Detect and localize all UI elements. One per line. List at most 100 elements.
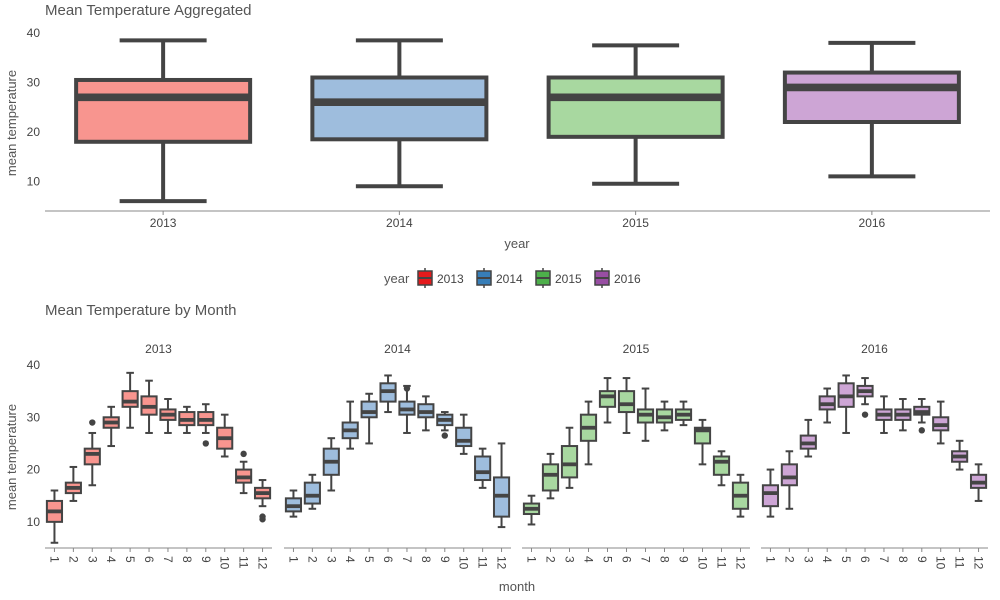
x-tick-label-2014-11: 11 [476, 556, 490, 569]
x-tick-label-2015-7: 7 [639, 556, 653, 563]
x-tick-label-2016-2: 2 [782, 556, 796, 563]
x-tick-label-2013-12: 12 [256, 556, 270, 570]
x-tick-label-2014-5: 5 [362, 556, 376, 563]
legend-label-2013: 2013 [437, 272, 464, 286]
x-tick-label-2014-4: 4 [343, 556, 357, 563]
x-tick-label-2015-4: 4 [582, 556, 596, 563]
top-box-2016-box [782, 70, 961, 124]
x-tick-label-2015-5: 5 [601, 556, 615, 563]
box-2015-month-3-box [560, 445, 579, 479]
facet-label-2015: 2015 [623, 342, 650, 356]
x-tick-label-2015-3: 3 [563, 556, 577, 563]
top-x-tick-label-2013: 2013 [150, 216, 177, 230]
x-tick-label-2014-3: 3 [324, 556, 338, 563]
x-tick-label-2015-6: 6 [620, 556, 634, 563]
x-tick-label-2015-10: 10 [696, 556, 710, 570]
top-y-tick-label: 20 [27, 125, 41, 139]
x-tick-label-2013-11: 11 [237, 556, 251, 569]
x-axis-title-top: year [504, 236, 530, 251]
x-tick-label-2013-2: 2 [66, 556, 80, 563]
x-tick-label-2015-9: 9 [677, 556, 691, 563]
top-y-tick-label: 10 [27, 174, 41, 188]
box-2013-month-12-outlier-1 [259, 516, 266, 523]
box-2013-month-3-box [83, 447, 101, 466]
top-box-2015-box [546, 75, 725, 139]
box-2014-month-10-box [455, 426, 473, 448]
x-tick-label-2014-12: 12 [495, 556, 509, 570]
x-tick-label-2013-1: 1 [47, 556, 61, 563]
x-tick-label-2016-7: 7 [877, 556, 891, 563]
x-tick-label-2016-5: 5 [839, 556, 853, 563]
box-2014-month-9-outlier-0 [441, 432, 448, 439]
x-tick-label-2016-8: 8 [896, 556, 910, 563]
x-tick-label-2014-6: 6 [381, 556, 395, 563]
x-tick-label-2016-1: 1 [763, 556, 777, 563]
x-tick-label-2014-2: 2 [305, 556, 319, 563]
chart-title-top: Mean Temperature Aggregated [45, 2, 252, 19]
facet-label-2013: 2013 [145, 342, 172, 356]
box-2014-month-2-box [303, 481, 321, 505]
legend-label-2016: 2016 [614, 272, 641, 286]
facet-label-2016: 2016 [861, 342, 888, 356]
x-tick-label-2013-7: 7 [161, 556, 175, 563]
x-tick-label-2016-11: 11 [953, 556, 967, 569]
legend-title: year [384, 271, 410, 286]
legend-label-2014: 2014 [496, 272, 523, 286]
box-2016-month-9-outlier-0 [918, 427, 925, 434]
legend-label-2015: 2015 [555, 272, 582, 286]
x-tick-label-2016-3: 3 [801, 556, 815, 563]
box-2015-month-11-box [712, 455, 731, 476]
y-axis-title-bottom: mean temperature [4, 404, 19, 510]
box-2014-month-11-box [474, 455, 492, 482]
box-2014-month-5-box [360, 400, 378, 419]
top-x-tick-label-2014: 2014 [386, 216, 413, 230]
x-tick-label-2013-6: 6 [142, 556, 156, 563]
box-2014-month-7-outlier-0 [403, 385, 411, 392]
x-tick-label-2015-1: 1 [525, 556, 539, 563]
x-tick-label-2014-9: 9 [438, 556, 452, 563]
top-x-tick-label-2015: 2015 [622, 216, 649, 230]
x-tick-label-2016-12: 12 [972, 556, 986, 570]
bottom-y-tick-label: 10 [27, 515, 41, 529]
bottom-y-tick-label: 40 [27, 358, 41, 372]
top-y-tick-label: 40 [27, 26, 41, 40]
box-2015-month-5-box [598, 390, 617, 408]
x-tick-label-2013-8: 8 [180, 556, 194, 563]
x-axis-title-bottom: month [499, 579, 535, 594]
x-tick-label-2015-2: 2 [544, 556, 558, 563]
legend: year 2013 2014 2015 2016 [384, 268, 641, 288]
box-2016-month-1-box [761, 484, 780, 508]
bottom-y-tick-label: 30 [27, 410, 41, 424]
top-plot-area: 10 20 30 40 2013 2014 2015 2016 [27, 26, 990, 230]
top-box-2013-box [74, 77, 253, 144]
top-x-tick-label-2016: 2016 [859, 216, 886, 230]
y-axis-title-top: mean temperature [4, 70, 19, 176]
x-tick-label-2013-9: 9 [199, 556, 213, 563]
box-2016-month-6-outlier-0 [861, 411, 869, 418]
x-tick-label-2015-11: 11 [715, 556, 729, 569]
x-tick-label-2014-10: 10 [457, 556, 471, 570]
x-tick-label-2014-8: 8 [419, 556, 433, 563]
bottom-y-tick-label: 20 [27, 463, 41, 477]
x-tick-label-2013-5: 5 [123, 556, 137, 563]
box-2016-month-2-box [780, 463, 798, 487]
x-tick-label-2016-10: 10 [934, 556, 948, 570]
facet-label-2014: 2014 [384, 342, 411, 356]
x-tick-label-2016-9: 9 [915, 556, 929, 563]
x-tick-label-2015-12: 12 [734, 556, 748, 570]
top-box-2014-box [310, 75, 489, 142]
box-2015-month-6-box [617, 390, 636, 414]
x-tick-label-2013-4: 4 [104, 556, 118, 563]
box-2013-month-3-outlier-0 [89, 419, 96, 426]
x-tick-label-2016-4: 4 [820, 556, 834, 563]
x-tick-label-2013-10: 10 [218, 556, 232, 570]
x-tick-label-2013-3: 3 [85, 556, 99, 563]
top-y-tick-label: 30 [27, 75, 41, 89]
chart-title-bottom: Mean Temperature by Month [45, 302, 237, 319]
box-2013-month-11-outlier-0 [240, 450, 247, 458]
x-tick-label-2015-8: 8 [658, 556, 672, 563]
x-tick-label-2014-1: 1 [286, 556, 300, 563]
x-tick-label-2016-6: 6 [858, 556, 872, 563]
